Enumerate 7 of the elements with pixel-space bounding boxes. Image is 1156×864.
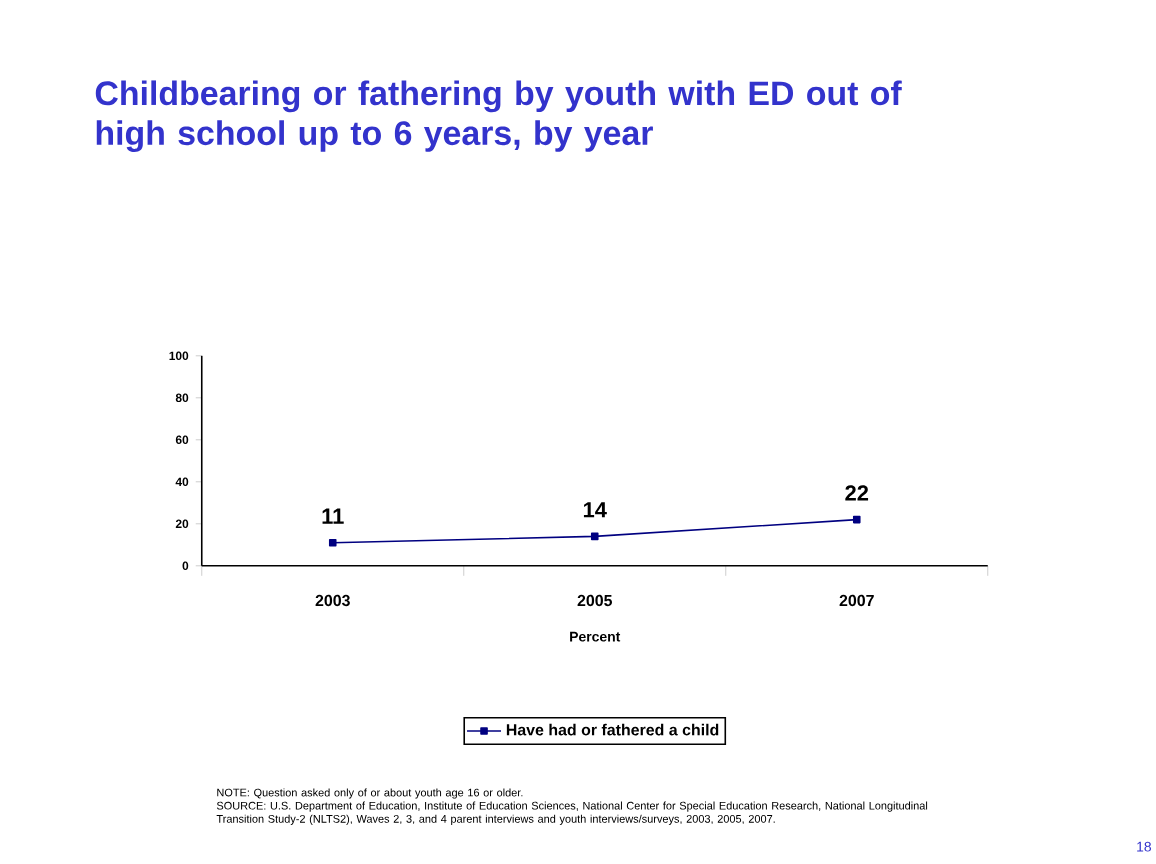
chart-title: Childbearing or fathering by youth with ED out of high school up to 6 years, by year (95, 80, 902, 152)
point (852, 515, 861, 524)
point (590, 532, 599, 541)
data-label: 14 (583, 502, 607, 518)
data-label: 11 (322, 508, 344, 524)
data-label: 22 (845, 485, 869, 501)
point (328, 538, 337, 547)
